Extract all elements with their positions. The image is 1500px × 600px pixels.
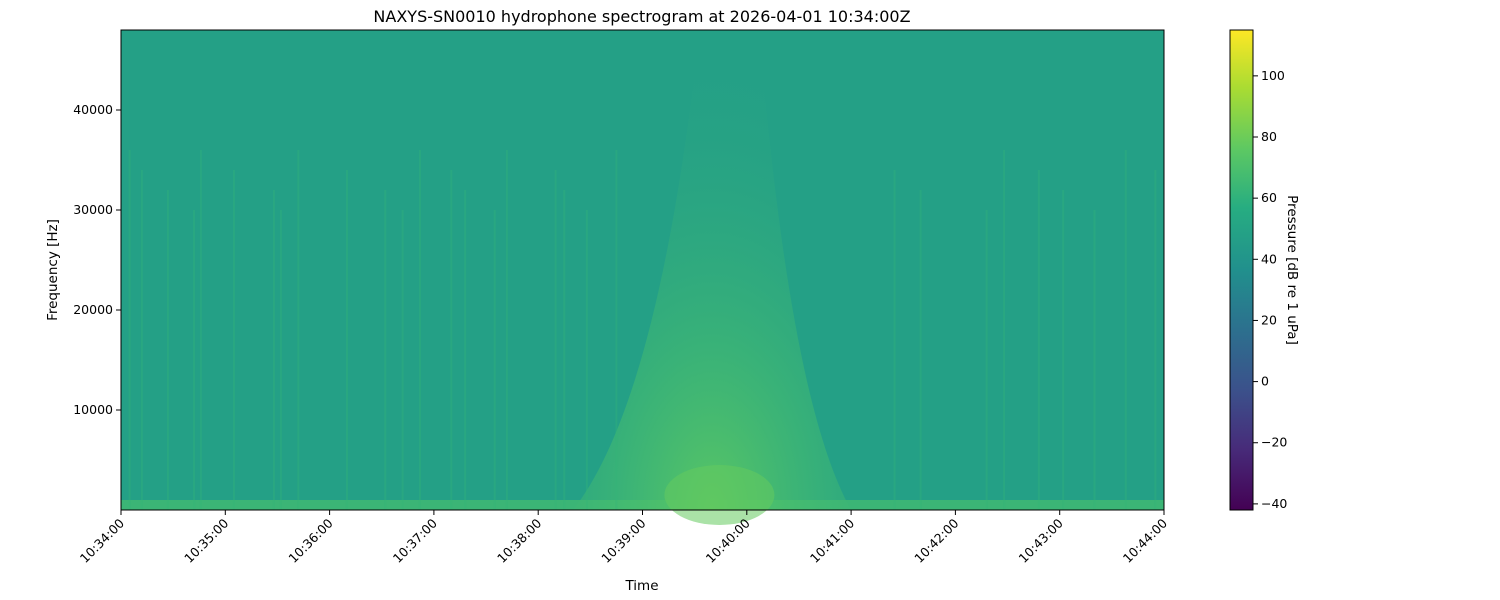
impulse-streak xyxy=(279,210,282,510)
colorbar-axis: −40 −20 0 20 40 60 80 100 xyxy=(1253,68,1287,511)
impulse-streak xyxy=(1037,170,1040,510)
colorbar-tick-label: 100 xyxy=(1261,68,1285,83)
impulse-streak xyxy=(464,190,467,510)
impulse-streak xyxy=(919,190,922,510)
y-tick-label: 40000 xyxy=(73,102,113,117)
impulse-streak xyxy=(554,170,557,510)
impulse-streak xyxy=(418,150,421,510)
colorbar-tick-label: −40 xyxy=(1261,496,1287,511)
colorbar-label: Pressure [dB re 1 uPa] xyxy=(1284,195,1300,345)
x-tick-label: 10:39:00 xyxy=(598,515,648,565)
impulse-streak xyxy=(297,150,300,510)
x-axis: 10:34:00 10:35:00 10:36:00 10:37:00 10:38:00… xyxy=(77,510,1170,566)
y-tick-label: 20000 xyxy=(73,302,113,317)
impulse-streak xyxy=(505,150,508,510)
x-tick-label: 10:44:00 xyxy=(1120,515,1170,565)
impulse-streak xyxy=(893,170,896,510)
impulse-streak xyxy=(1093,210,1096,510)
colorbar-tick-label: 40 xyxy=(1261,251,1277,266)
transient-event xyxy=(572,30,852,510)
x-tick-label: 10:34:00 xyxy=(77,515,127,565)
colorbar-tick-label: 20 xyxy=(1261,312,1277,327)
y-tick-label: 30000 xyxy=(73,202,113,217)
x-tick-label: 10:42:00 xyxy=(911,515,961,565)
impulse-streak xyxy=(450,170,453,510)
colorbar-tick-label: 80 xyxy=(1261,129,1277,144)
x-tick-label: 10:43:00 xyxy=(1016,515,1066,565)
impulse-streak xyxy=(345,170,348,510)
x-tick-label: 10:37:00 xyxy=(390,515,440,565)
transient-event-core xyxy=(664,465,775,525)
colorbar-tick-label: 0 xyxy=(1261,374,1269,389)
impulse-streak xyxy=(563,190,566,510)
impulse-streak xyxy=(193,210,196,510)
y-tick-label: 10000 xyxy=(73,402,113,417)
x-tick-label: 10:36:00 xyxy=(285,515,335,565)
y-axis: 10000 20000 30000 40000 xyxy=(73,102,121,417)
impulse-streak xyxy=(232,170,235,510)
impulse-streak xyxy=(1062,190,1065,510)
impulse-streak xyxy=(585,210,588,510)
impulse-streak xyxy=(493,210,496,510)
colorbar xyxy=(1229,29,1254,511)
spectrogram-heatmap xyxy=(121,30,1164,525)
impulse-streak xyxy=(1154,170,1157,510)
y-axis-label: Frequency [Hz] xyxy=(45,219,61,321)
impulse-streak xyxy=(401,210,404,510)
impulse-streak xyxy=(384,190,387,510)
colorbar-tick-label: −20 xyxy=(1261,435,1287,450)
x-tick-label: 10:41:00 xyxy=(807,515,857,565)
chart-title: NAXYS-SN0010 hydrophone spectrogram at 2… xyxy=(373,7,910,26)
colorbar-tick-label: 60 xyxy=(1261,190,1277,205)
impulse-streak xyxy=(166,190,169,510)
impulse-streak xyxy=(199,150,202,510)
impulse-streak xyxy=(1003,150,1006,510)
impulse-streak xyxy=(615,150,618,510)
impulse-streak xyxy=(128,150,131,510)
x-tick-label: 10:38:00 xyxy=(494,515,544,565)
x-tick-label: 10:35:00 xyxy=(181,515,231,565)
impulse-streak xyxy=(985,210,988,510)
impulse-streak xyxy=(140,170,143,510)
impulse-streak xyxy=(1124,150,1127,510)
x-axis-label: Time xyxy=(624,578,658,594)
impulse-streak xyxy=(272,190,275,510)
